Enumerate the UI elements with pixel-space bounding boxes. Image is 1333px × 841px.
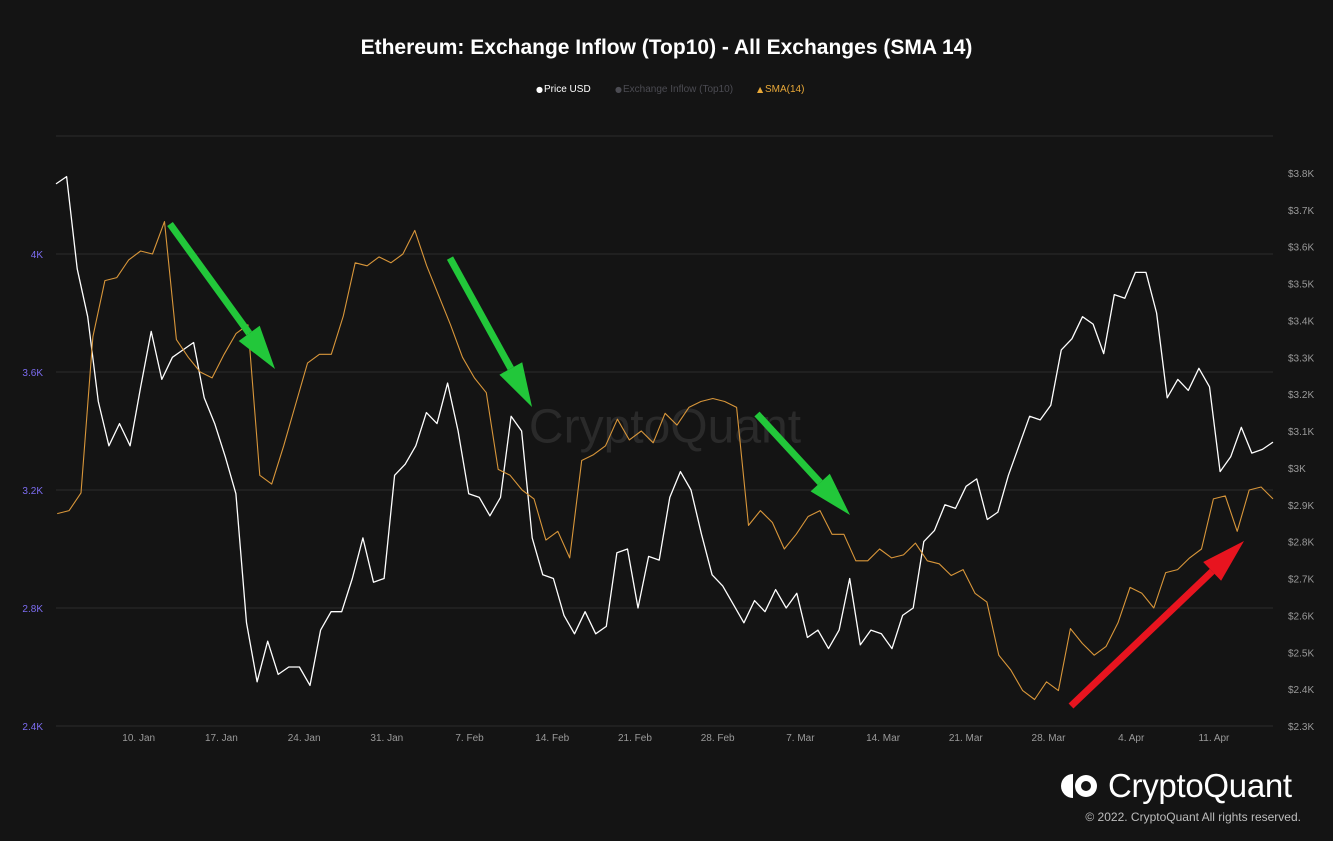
cryptoquant-logo-icon [1061,774,1097,798]
y-right-tick-label: $3.5K [1288,280,1314,291]
x-tick-label: 24. Jan [288,733,321,744]
x-tick-label: 28. Mar [1032,733,1067,744]
x-tick-label: 11. Apr [1198,733,1230,744]
watermark: CryptoQuant [529,401,801,454]
y-right-tick-label: $3.3K [1288,353,1314,364]
y-right-tick-label: $2.9K [1288,501,1314,512]
x-axis-ticks: 10. Jan 17. Jan 24. Jan 31. Jan 7. Feb 14. Fe… [122,733,1230,744]
y-right-tick-label: $3.2K [1288,390,1314,401]
legend-label-1: Exchange Inflow (Top10) [623,84,733,95]
legend-item-1[interactable]: ● Exchange Inflow (Top10) [615,84,733,95]
legend-label-0: Price USD [544,84,591,95]
chart-title: Ethereum: Exchange Inflow (Top10) - All … [360,36,973,59]
y-axis-right-ticks: $2.3K $2.4K $2.5K $2.6K $2.7K $2.8K $2.9K $3K $3… [1288,169,1314,733]
y-right-tick-label: $2.5K [1288,648,1314,659]
y-right-tick-label: $3.6K [1288,243,1314,254]
y-right-tick-label: $3K [1288,464,1306,475]
copyright: © 2022. CryptoQuant All rights reserved. [1085,810,1301,824]
legend[interactable]: ● Price USD ● Exchange Inflow (Top10) ▲ SMA(1… [536,84,804,95]
x-tick-label: 17. Jan [205,733,238,744]
legend-item-0[interactable]: ● Price USD [536,84,591,95]
legend-item-2[interactable]: ▲ SMA(14) [757,84,804,95]
x-tick-label: 14. Mar [866,733,901,744]
y-right-tick-label: $2.6K [1288,611,1314,622]
down-arrow-icon [446,256,532,407]
y-left-tick-label: 3.6K [22,368,43,379]
x-tick-label: 10. Jan [122,733,155,744]
x-tick-label: 4. Apr [1118,733,1145,744]
y-right-tick-label: $3.8K [1288,169,1314,180]
x-tick-label: 7. Feb [455,733,484,744]
y-right-tick-label: $2.3K [1288,722,1314,733]
legend-label-2: SMA(14) [765,84,804,95]
x-tick-label: 7. Mar [786,733,815,744]
annotation-arrows [167,221,1244,709]
x-tick-label: 28. Feb [701,733,735,744]
y-left-tick-label: 3.2K [22,486,43,497]
x-tick-label: 31. Jan [370,733,403,744]
down-arrow-icon [167,221,275,369]
y-left-tick-label: 2.8K [22,604,43,615]
legend-marker-1: ● [615,85,622,94]
x-tick-label: 14. Feb [535,733,569,744]
y-axis-left-ticks: 2.4K 2.8K 3.2K 3.6K 4K [22,250,43,733]
series-line-sma-14[interactable] [57,221,1274,701]
up-arrow-icon [1068,541,1244,709]
series-line-price-usd[interactable] [55,175,1274,687]
down-arrow-icon [754,411,850,515]
y-right-tick-label: $2.8K [1288,538,1314,549]
y-right-tick-label: $3.1K [1288,427,1314,438]
y-right-tick-label: $2.4K [1288,685,1314,696]
series-layer [55,175,1274,701]
y-right-tick-label: $2.7K [1288,575,1314,586]
legend-marker-0: ● [536,85,543,94]
y-right-tick-label: $3.4K [1288,316,1314,327]
brand-name: CryptoQuant [1108,767,1292,804]
legend-marker-2: ▲ [757,85,764,94]
grid [56,135,1273,727]
y-left-tick-label: 4K [31,250,44,261]
y-left-tick-label: 2.4K [22,722,43,733]
y-right-tick-label: $3.7K [1288,206,1314,217]
x-tick-label: 21. Mar [949,733,984,744]
x-tick-label: 21. Feb [618,733,652,744]
brand: CryptoQuant [1060,766,1292,806]
